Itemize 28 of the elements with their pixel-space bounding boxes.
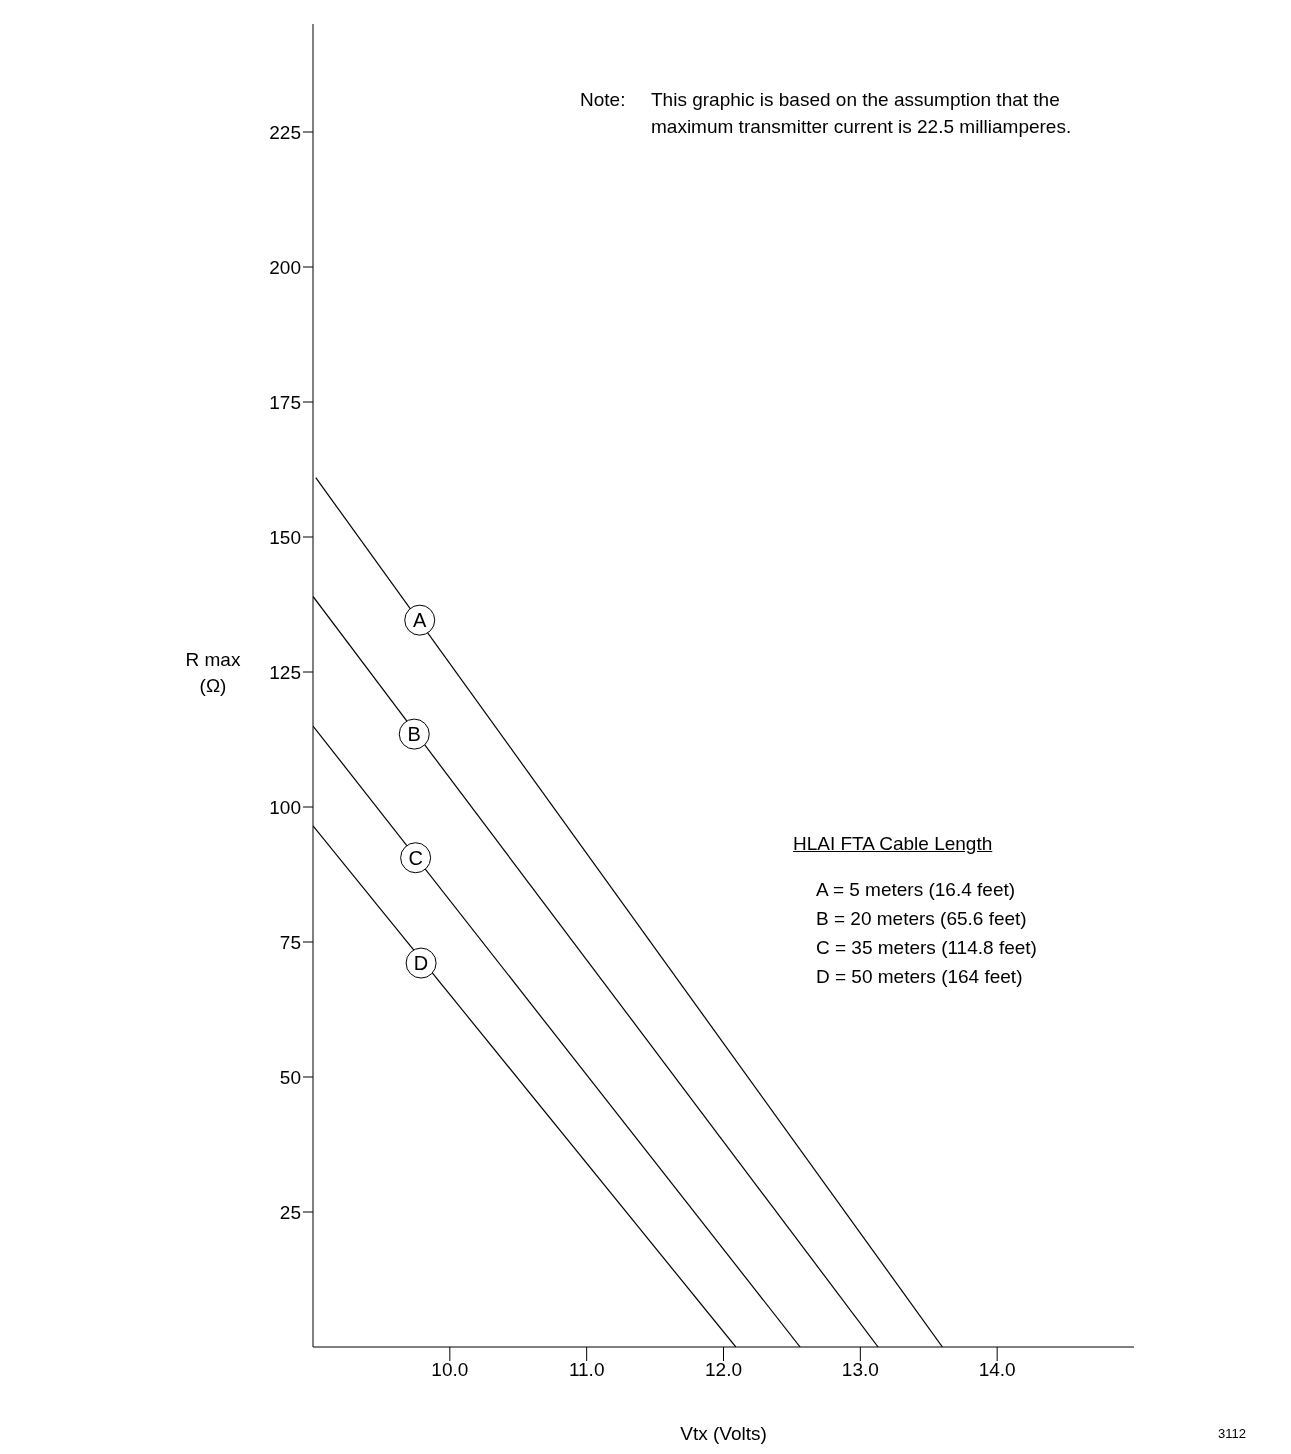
annotation: C = 35 meters (114.8 feet) — [816, 936, 1038, 960]
annotation: A = 5 meters (16.4 feet) — [816, 878, 1017, 902]
y-tick-label: 175 — [269, 391, 301, 413]
y-tick-label: 150 — [269, 526, 301, 548]
annotation: B = 20 meters (65.6 feet) — [816, 907, 1028, 931]
y-tick-label: 50 — [279, 1066, 301, 1088]
text: 3112 — [1218, 1425, 1247, 1443]
annotation: Note: — [580, 89, 626, 110]
y-tick-label: 125 — [269, 661, 301, 683]
x-tick-label: 14.0 — [978, 1359, 1016, 1381]
x-tick-label: 11.0 — [568, 1359, 605, 1381]
x-tick-label: 10.0 — [431, 1359, 469, 1381]
annotation: D = 50 meters (164 feet) — [816, 965, 1024, 989]
y-tick-label: 225 — [269, 121, 301, 143]
y-tick-label: 100 — [269, 796, 301, 818]
annotation: This graphic is based on the assumption that the maximum transmitter current is 22.5 milliamperes. — [651, 88, 1073, 139]
annotation: A — [413, 609, 428, 632]
y-tick-label: 75 — [279, 931, 301, 953]
x-tick-label: 13.0 — [841, 1359, 879, 1381]
x-axis-title: Vtx (Volts) — [680, 1423, 767, 1445]
y-axis-title: R max (Ω) — [185, 648, 241, 696]
annotation: HLAI FTA Cable Length — [793, 832, 994, 856]
annotation: C — [408, 846, 423, 869]
annotation: B — [407, 723, 421, 746]
x-tick-label: 12.0 — [705, 1359, 742, 1381]
y-tick-label: 25 — [279, 1201, 301, 1223]
annotation: D — [413, 952, 429, 975]
y-tick-label: 200 — [269, 256, 301, 278]
